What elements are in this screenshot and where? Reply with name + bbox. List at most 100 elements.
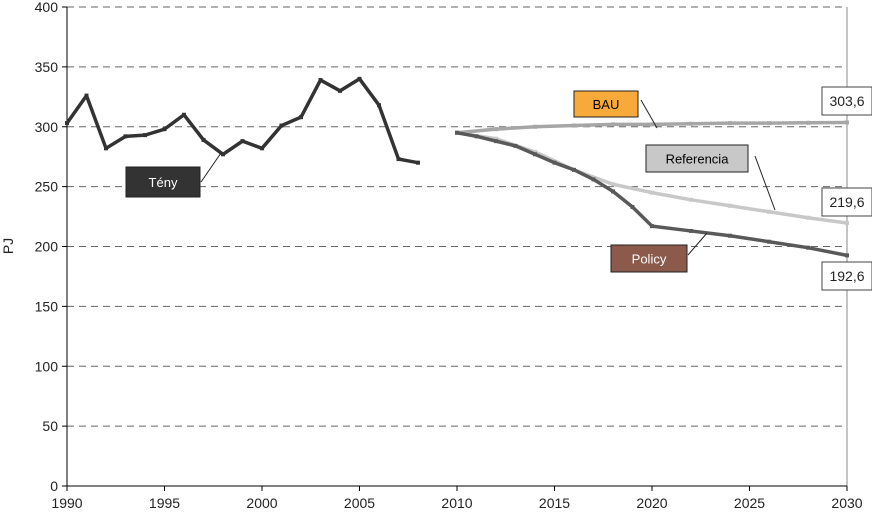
series-point-policy-2028 <box>806 245 810 250</box>
series-point-tény-1995 <box>162 127 167 132</box>
series-point-policy-2015 <box>552 160 557 165</box>
series-point-referencia-2012 <box>494 136 498 141</box>
y-tick-label-250: 250 <box>35 179 59 195</box>
series-point-referencia-2028 <box>806 215 810 220</box>
series-point-tény-2004 <box>338 88 342 93</box>
label-text-bau: BAU <box>593 97 620 112</box>
series-point-tény-1994 <box>143 133 147 138</box>
series-point-tény-1998 <box>221 152 225 157</box>
series-point-policy-2010 <box>455 130 459 135</box>
series-point-policy-2030 <box>845 253 849 258</box>
x-tick-label-2005: 2005 <box>344 495 375 511</box>
series-point-tény-1996 <box>182 112 186 117</box>
end-value-box-1 <box>821 187 872 217</box>
series-point-referencia-2030 <box>845 221 849 226</box>
series-point-tény-2003 <box>318 78 323 83</box>
end-value-label-0: 303,6 <box>829 93 864 109</box>
series-point-tény-2008 <box>416 160 420 165</box>
series-point-policy-2022 <box>689 228 693 233</box>
series-line-policy <box>456 131 848 258</box>
leader-line-policy <box>687 232 708 256</box>
y-tick-label-50: 50 <box>42 418 58 434</box>
series-point-bau-2018 <box>611 122 615 127</box>
y-axis-label: PJ <box>0 238 16 254</box>
series-point-bau-2012 <box>494 127 498 132</box>
series-point-tény-2000 <box>260 146 264 151</box>
y-tick-label-100: 100 <box>35 358 59 374</box>
end-value-label-1: 219,6 <box>829 194 864 210</box>
series-line-tény <box>65 77 419 165</box>
series-point-policy-2024 <box>728 233 732 238</box>
series-point-tény-1990 <box>65 121 69 126</box>
series-point-referencia-2024 <box>728 203 732 208</box>
y-tick-label-300: 300 <box>35 119 59 135</box>
series-point-tény-1997 <box>201 137 206 142</box>
series-point-policy-2011 <box>474 134 479 139</box>
series-point-referencia-2026 <box>767 209 771 214</box>
leader-line-tny <box>200 152 222 183</box>
series-point-policy-2014 <box>533 152 537 157</box>
label-text-referencia: Referencia <box>666 152 730 167</box>
leader-line-bau <box>640 99 658 129</box>
series-point-policy-2012 <box>494 139 498 144</box>
series-point-policy-2016 <box>572 167 576 172</box>
x-tick-label-2030: 2030 <box>831 495 862 511</box>
series-point-tény-2001 <box>279 123 284 128</box>
x-tick-label-2010: 2010 <box>441 495 472 511</box>
series-point-tény-1999 <box>240 139 245 144</box>
y-tick-label-400: 400 <box>35 0 59 15</box>
series-point-referencia-2014 <box>533 149 537 154</box>
end-value-box-2 <box>821 261 872 291</box>
label-box-referencia <box>645 144 749 173</box>
series-point-bau-2024 <box>728 121 732 126</box>
label-text-tny: Tény <box>149 175 178 190</box>
series-point-tény-2002 <box>299 115 303 120</box>
series-point-policy-2019 <box>630 204 635 209</box>
end-value-labels: 303,6 219,6 192,6 <box>821 86 872 291</box>
series-point-policy-2013 <box>513 143 518 148</box>
series-point-policy-2017 <box>591 177 596 182</box>
series-point-bau-2020 <box>650 122 654 127</box>
label-box-tny <box>125 166 201 198</box>
end-value-box-0 <box>821 86 872 116</box>
series-point-referencia-2018 <box>611 182 615 187</box>
y-tick-label-150: 150 <box>35 298 59 314</box>
x-tick-label-2020: 2020 <box>636 495 667 511</box>
y-tick-label-200: 200 <box>35 239 59 255</box>
series-point-tény-1992 <box>104 146 108 151</box>
series-point-bau-2030 <box>845 120 849 125</box>
x-tick-label-2015: 2015 <box>539 495 570 511</box>
label-text-policy: Policy <box>632 252 667 267</box>
series-point-bau-2016 <box>572 123 576 128</box>
tick-labels: 0 50 100 150 200 250 300 350 400 1990 1995 2000 2005… <box>35 0 863 511</box>
series-point-tény-1991 <box>84 93 89 98</box>
series-point-referencia-2022 <box>689 197 693 202</box>
x-tick-label-2000: 2000 <box>246 495 277 511</box>
series-point-bau-2028 <box>806 120 810 125</box>
y-tick-label-350: 350 <box>35 59 59 75</box>
label-box-bau <box>573 90 639 118</box>
series-point-tény-2005 <box>357 76 362 81</box>
series-point-bau-2022 <box>689 121 693 126</box>
end-value-label-2: 192,6 <box>829 268 864 284</box>
series-point-bau-2014 <box>533 124 537 129</box>
x-tick-label-2025: 2025 <box>734 495 765 511</box>
leader-lines <box>200 99 776 256</box>
series-point-tény-2006 <box>377 103 381 108</box>
y-tick-label-0: 0 <box>50 478 58 494</box>
series-point-tény-2007 <box>396 157 401 162</box>
series-point-tény-1993 <box>123 134 128 139</box>
series-point-policy-2020 <box>650 224 654 229</box>
series-point-policy-2026 <box>767 239 771 244</box>
series-labels: Tény BAU Referencia Policy <box>125 90 749 273</box>
axes <box>62 6 848 491</box>
series-lines <box>65 76 849 258</box>
label-box-policy <box>610 244 688 273</box>
series-point-referencia-2020 <box>650 190 654 195</box>
series-point-bau-2026 <box>767 121 771 126</box>
series-point-policy-2018 <box>611 189 615 194</box>
grid-lines <box>67 6 847 427</box>
x-tick-label-1990: 1990 <box>51 495 82 511</box>
x-tick-label-1995: 1995 <box>149 495 180 511</box>
